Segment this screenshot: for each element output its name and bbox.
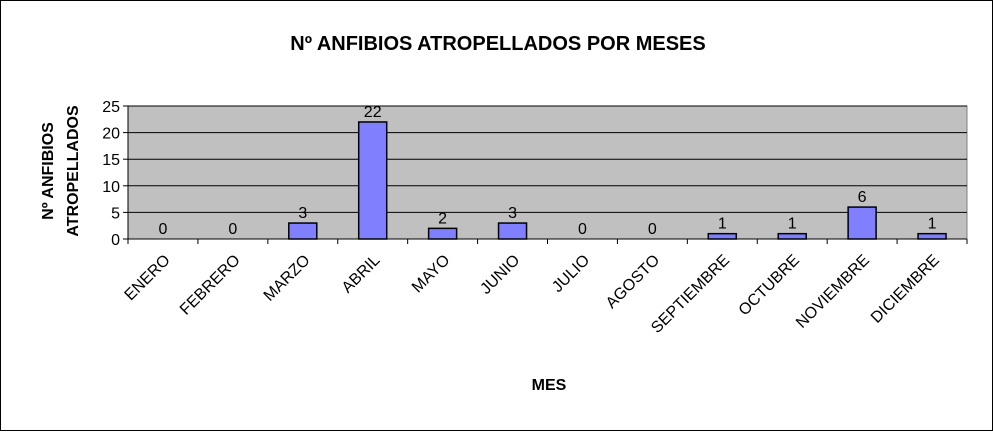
data-label: 0: [648, 221, 657, 238]
y-tick-label: 20: [102, 126, 120, 143]
y-axis-title-line-2: ATROPELLADOS: [65, 105, 82, 237]
data-label: 3: [508, 205, 517, 222]
data-label: 22: [364, 104, 382, 121]
x-tick-label: MARZO: [261, 252, 314, 305]
x-axis-title: MES: [532, 377, 567, 394]
data-label: 6: [858, 189, 867, 206]
x-tick-label: ABRIL: [339, 252, 384, 297]
data-label: 3: [298, 205, 307, 222]
data-label: 0: [228, 221, 237, 238]
gridlines: [128, 105, 967, 213]
bar-noviembre: [847, 206, 877, 240]
plot-area: [127, 105, 968, 240]
x-tick-label: DICIEMBRE: [868, 252, 943, 327]
y-tick-label: 10: [102, 179, 120, 196]
y-axis-title-line-1: Nº ANFIBIOS: [40, 122, 57, 220]
chart-title: Nº ANFIBIOS ATROPELLADOS POR MESES: [290, 33, 705, 55]
x-tick-label: JUNIO: [477, 252, 523, 298]
y-axis-title: Nº ANFIBIOS ATROPELLADOS: [40, 105, 82, 237]
x-tick-label: ENERO: [122, 252, 174, 304]
data-label: 1: [788, 216, 797, 233]
x-tick-label: MAYO: [409, 252, 454, 297]
y-tick-label: 5: [111, 205, 120, 222]
bar-mayo: [427, 227, 458, 240]
x-tick-label: JULIO: [549, 252, 593, 296]
x-tick-label: AGOSTO: [603, 252, 663, 312]
data-label: 0: [578, 221, 587, 238]
bar-junio: [497, 222, 528, 240]
data-label: 1: [928, 216, 937, 233]
x-tick-label: NOVIEMBRE: [793, 252, 873, 332]
x-axis-ticks: ENERO FEBRERO MARZO ABRIL MAYO JUNIO JULIO AGOS…: [122, 238, 968, 337]
bars: [288, 121, 947, 240]
x-tick-label: FEBRERO: [177, 252, 244, 319]
bar-abril: [357, 121, 388, 240]
x-tick-label: OCTUBRE: [736, 252, 803, 319]
bar-septiembre: [707, 232, 738, 240]
y-tick-label: 0: [111, 232, 120, 249]
data-label: 2: [438, 210, 447, 227]
data-label: 0: [159, 221, 168, 238]
bar-diciembre: [917, 232, 947, 240]
y-axis-ticks: 0 5 10 15 20 25: [102, 99, 129, 249]
bar-marzo: [288, 222, 318, 240]
y-tick-label: 25: [102, 99, 120, 116]
y-tick-label: 15: [102, 152, 120, 169]
data-label: 1: [718, 216, 727, 233]
bar-octubre: [777, 232, 807, 240]
